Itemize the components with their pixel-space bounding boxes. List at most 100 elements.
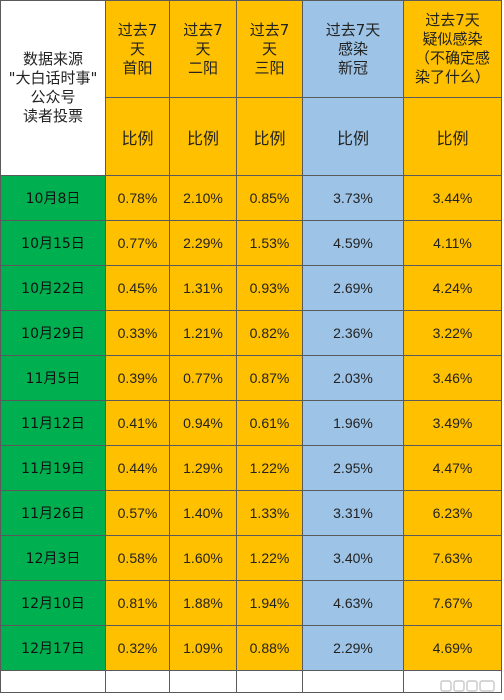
value-cell: 1.21%: [169, 310, 237, 356]
value-cell: 4.47%: [403, 445, 502, 491]
source-line: 数据来源: [22, 50, 83, 68]
value-cell: 1.88%: [169, 580, 237, 626]
header-line: 过去7: [249, 20, 290, 39]
value-cell: 1.96%: [302, 400, 404, 446]
row-date: 12月3日: [0, 535, 106, 581]
value-cell: 4.69%: [403, 625, 502, 671]
header-line: 染了什么）: [414, 68, 490, 86]
blank-cell: [302, 670, 404, 693]
value-cell: 3.49%: [403, 400, 502, 446]
subheader-ratio: 比例: [403, 97, 502, 176]
blank-row: [0, 670, 502, 693]
value-cell: 1.31%: [169, 265, 237, 311]
value-cell: 3.46%: [403, 355, 502, 401]
row-date: 10月22日: [0, 265, 106, 311]
header-line: 三阳: [254, 58, 285, 77]
table-row: 11月12日 0.41% 0.94% 0.61% 1.96% 3.49%: [0, 400, 502, 446]
value-cell: 4.24%: [403, 265, 502, 311]
column-header-second-positive: 过去7 天 二阳: [169, 0, 237, 98]
subheader-ratio: 比例: [236, 97, 303, 176]
table-row: 10月15日 0.77% 2.29% 1.53% 4.59% 4.11%: [0, 220, 502, 266]
value-cell: 2.95%: [302, 445, 404, 491]
value-cell: 0.82%: [236, 310, 303, 356]
table-row: 10月22日 0.45% 1.31% 0.93% 2.69% 4.24%: [0, 265, 502, 311]
value-cell: 0.41%: [105, 400, 170, 446]
header-line: 过去7: [183, 20, 223, 39]
column-header-third-positive: 过去7 天 三阳: [236, 0, 303, 98]
header-line: 天: [261, 39, 277, 58]
value-cell: 2.03%: [302, 355, 404, 401]
value-cell: 0.61%: [236, 400, 303, 446]
source-cell: 数据来源 "大白话时事" 公众号 读者投票: [0, 0, 106, 176]
row-date: 10月29日: [0, 310, 106, 356]
value-cell: 0.33%: [105, 310, 170, 356]
value-cell: 3.73%: [302, 175, 404, 221]
value-cell: 0.77%: [169, 355, 237, 401]
value-cell: 0.81%: [105, 580, 170, 626]
row-date: 10月8日: [0, 175, 106, 221]
header-line: （不确定感: [414, 49, 490, 67]
table-row: 10月8日 0.78% 2.10% 0.85% 3.73% 3.44%: [0, 175, 502, 221]
value-cell: 2.36%: [302, 310, 404, 356]
table-row: 11月19日 0.44% 1.29% 1.22% 2.95% 4.47%: [0, 445, 502, 491]
value-cell: 0.44%: [105, 445, 170, 491]
table-row: 11月26日 0.57% 1.40% 1.33% 3.31% 6.23%: [0, 490, 502, 536]
value-cell: 0.85%: [236, 175, 303, 221]
header-line: 感染: [337, 39, 368, 58]
header-row: 数据来源 "大白话时事" 公众号 读者投票 过去7 天 首阳 过去7 天 二阳 …: [0, 0, 502, 176]
column-header-covid-infection: 过去7天 感染 新冠: [302, 0, 404, 98]
table-row: 11月5日 0.39% 0.77% 0.87% 2.03% 3.46%: [0, 355, 502, 401]
row-date: 11月19日: [0, 445, 106, 491]
value-cell: 1.94%: [236, 580, 303, 626]
value-cell: 0.87%: [236, 355, 303, 401]
value-cell: 3.31%: [302, 490, 404, 536]
value-cell: 0.32%: [105, 625, 170, 671]
value-cell: 3.40%: [302, 535, 404, 581]
value-cell: 2.29%: [302, 625, 404, 671]
value-cell: 4.63%: [302, 580, 404, 626]
value-cell: 0.39%: [105, 355, 170, 401]
source-line: 公众号: [30, 88, 76, 106]
header-line: 过去7: [117, 20, 158, 39]
row-date: 11月12日: [0, 400, 106, 446]
blank-cell: [0, 670, 106, 693]
value-cell: 0.45%: [105, 265, 170, 311]
column-header-suspected-infection: 过去7天 疑似感染 （不确定感 染了什么）: [403, 0, 502, 98]
value-cell: 1.09%: [169, 625, 237, 671]
value-cell: 0.57%: [105, 490, 170, 536]
value-cell: 0.88%: [236, 625, 303, 671]
value-cell: 2.69%: [302, 265, 404, 311]
value-cell: 4.11%: [403, 220, 502, 266]
value-cell: 7.63%: [403, 535, 502, 581]
blank-cell: [169, 670, 237, 693]
value-cell: 1.29%: [169, 445, 237, 491]
header-line: 过去7天: [325, 20, 381, 39]
value-cell: 2.10%: [169, 175, 237, 221]
source-line: "大白话时事": [8, 69, 98, 87]
row-date: 12月10日: [0, 580, 106, 626]
value-cell: 0.58%: [105, 535, 170, 581]
source-line: 读者投票: [22, 107, 83, 125]
value-cell: 7.67%: [403, 580, 502, 626]
value-cell: 0.94%: [169, 400, 237, 446]
value-cell: 1.22%: [236, 445, 303, 491]
data-body: 10月8日 0.78% 2.10% 0.85% 3.73% 3.44% 10月15日 0.77…: [0, 175, 502, 671]
value-cell: 3.22%: [403, 310, 502, 356]
value-cell: 0.77%: [105, 220, 170, 266]
header-line: 新冠: [337, 58, 368, 77]
header-line: 首阳: [122, 58, 153, 77]
table-row: 12月10日 0.81% 1.88% 1.94% 4.63% 7.67%: [0, 580, 502, 626]
row-date: 11月5日: [0, 355, 106, 401]
subheader-ratio: 比例: [302, 97, 404, 176]
header-line: 天: [129, 39, 145, 58]
row-date: 12月17日: [0, 625, 106, 671]
table-row: 12月3日 0.58% 1.60% 1.22% 3.40% 7.63%: [0, 535, 502, 581]
header-line: 过去7天: [425, 11, 480, 29]
watermark-logo: [440, 678, 496, 694]
blank-cell: [105, 670, 170, 693]
value-cell: 1.53%: [236, 220, 303, 266]
value-cell: 1.33%: [236, 490, 303, 536]
value-cell: 1.40%: [169, 490, 237, 536]
header-line: 二阳: [187, 58, 218, 77]
watermark-glyph-icon: [440, 680, 495, 692]
